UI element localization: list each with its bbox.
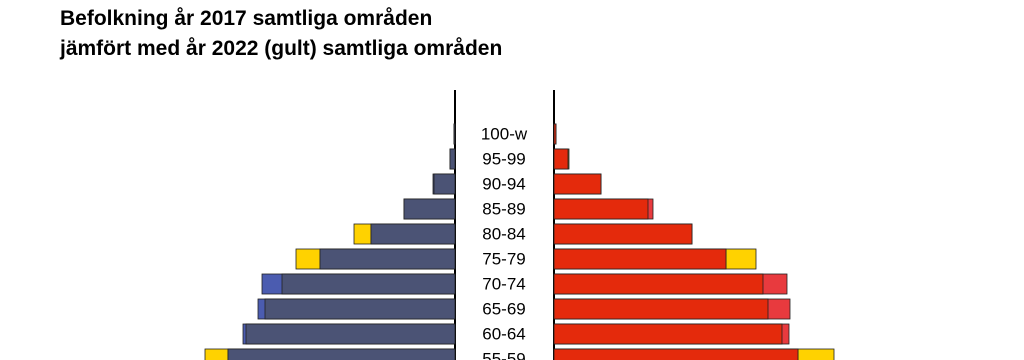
- age-label: 75-79: [482, 249, 525, 268]
- bar-overlap: [227, 348, 456, 360]
- bar-overlap: [370, 223, 456, 245]
- bar-overlap: [433, 173, 456, 195]
- age-label: 95-99: [482, 149, 525, 168]
- bar-overlap: [403, 198, 456, 220]
- bar-overlap: [553, 173, 602, 195]
- bar-overlap: [453, 123, 456, 145]
- bar-overlap: [553, 123, 557, 145]
- bar-overlap: [264, 298, 456, 320]
- bar-overlap: [281, 273, 456, 295]
- bar-overlap: [449, 148, 456, 170]
- bar-overlap: [553, 198, 649, 220]
- chart-title: Befolkning år 2017 samtliga områden: [60, 7, 432, 30]
- bar-overlap: [553, 223, 693, 245]
- bar-overlap: [245, 323, 456, 345]
- bar-overlap: [553, 348, 799, 360]
- bar-overlap: [553, 273, 764, 295]
- bar-overlap: [553, 298, 769, 320]
- age-label: 60-64: [482, 324, 525, 343]
- age-label: 80-84: [482, 224, 525, 243]
- bar-overlap: [553, 323, 783, 345]
- bar-overlap: [553, 248, 727, 270]
- age-label: 55-59: [482, 349, 525, 360]
- bar-overlap: [319, 248, 456, 270]
- age-label: 100-w: [481, 124, 528, 143]
- chart-title: jämfört med år 2022 (gult) samtliga områ…: [59, 37, 502, 60]
- bar-overlap: [553, 148, 569, 170]
- age-label: 70-74: [482, 274, 525, 293]
- age-label: 65-69: [482, 299, 525, 318]
- age-label: 85-89: [482, 199, 525, 218]
- age-label: 90-94: [482, 174, 525, 193]
